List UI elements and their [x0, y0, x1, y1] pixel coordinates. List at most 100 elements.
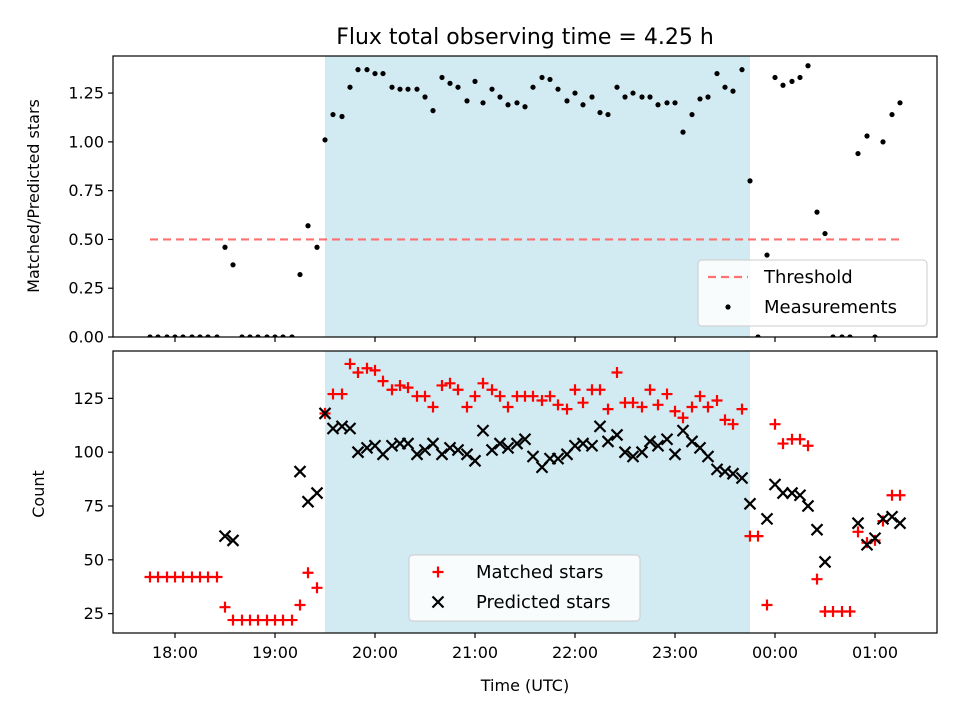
predicted-stars-point: [585, 439, 599, 452]
matched-stars-point: [894, 489, 906, 501]
predicted-stars-point: [760, 512, 774, 526]
predicted-stars-point: [510, 437, 524, 450]
measurement-point: [455, 84, 461, 90]
matched-stars-point: [536, 395, 548, 407]
legend: Matched stars Predicted stars: [408, 554, 641, 622]
matched-stars-point: [494, 390, 506, 402]
predicted-stars-point: [468, 454, 482, 468]
measurement-point: [555, 86, 561, 92]
matched-stars-point: [577, 397, 589, 409]
measurement-point: [789, 78, 795, 84]
measurement-point: [664, 100, 670, 106]
predicted-stars-point: [518, 432, 532, 446]
measurement-point: [180, 334, 186, 337]
measurement-point: [372, 70, 378, 77]
measurement-point: [772, 74, 778, 81]
measurement-point: [464, 98, 470, 104]
predicted-stars-point: [601, 435, 615, 448]
measurement-point: [847, 334, 853, 337]
matched-stars-point: [561, 403, 573, 415]
measurement-point: [580, 102, 586, 108]
matched-stars-point: [469, 390, 481, 402]
predicted-stars-point: [226, 534, 240, 547]
measurement-point: [147, 334, 153, 337]
legend-measurements-swatch: [725, 304, 731, 310]
matched-stars-point: [569, 384, 581, 396]
matched-stars-point: [352, 367, 364, 379]
matched-stars-point: [386, 384, 398, 396]
measurement-point: [214, 334, 220, 337]
legend-threshold-label: Threshold: [763, 267, 853, 288]
measurement-point: [680, 129, 686, 135]
matched-stars-point: [294, 599, 306, 611]
matched-stars-point: [527, 390, 539, 402]
y-tick-label: 1.25: [68, 84, 104, 103]
matched-stars-point: [811, 573, 823, 585]
measurement-point: [755, 334, 761, 337]
y-tick-label: 0.50: [68, 230, 104, 249]
measurement-point: [289, 334, 295, 337]
measurement-point: [572, 90, 578, 96]
measurement-point: [472, 78, 478, 84]
predicted-stars-point: [318, 407, 332, 420]
measurement-point: [405, 86, 411, 92]
x-tick-label: 01:00: [852, 643, 898, 662]
matched-stars-point: [402, 382, 414, 394]
measurement-point: [705, 94, 711, 100]
predicted-stars-point: [801, 499, 815, 513]
y-tick-label: 1.00: [68, 132, 104, 151]
matched-stars-point: [302, 567, 314, 579]
x-tick-label: 00:00: [752, 643, 798, 662]
measurement-point: [739, 67, 745, 73]
predicted-stars-point: [868, 532, 882, 545]
measurement-point: [647, 94, 653, 100]
plot-area: [144, 358, 907, 626]
predicted-stars-point: [326, 422, 340, 435]
predicted-stars-point: [776, 486, 790, 500]
y-tick-label: 25: [84, 604, 104, 623]
measurement-point: [380, 70, 386, 77]
predicted-stars-point: [651, 439, 665, 452]
measurement-point: [622, 94, 628, 100]
measurement-point: [764, 252, 770, 258]
measurement-point: [330, 111, 336, 118]
predicted-stars-point: [501, 441, 515, 455]
measurement-point: [347, 84, 353, 90]
axes-frame: [112, 350, 938, 634]
measurement-point: [189, 334, 195, 337]
measurement-point: [272, 334, 278, 337]
legend-predicted-label: Predicted stars: [476, 592, 610, 613]
matched-stars-point: [677, 412, 689, 424]
x-tick-label: 19:00: [252, 643, 298, 662]
y-tick-label: 100: [73, 443, 104, 462]
matched-stars-point: [652, 399, 664, 411]
legend-box: [697, 259, 928, 327]
measurement-point: [839, 334, 845, 337]
predicted-stars-point: [743, 497, 757, 511]
matched-stars-point: [644, 384, 656, 396]
count-panel: 25 50 75 100 125 18:00 19:00 20:00 21:00 22:00 23:…: [73, 350, 938, 662]
measurement-point: [589, 94, 595, 100]
predicted-stars-point: [726, 467, 740, 480]
measurement-point: [397, 86, 403, 92]
matched-stars-point: [686, 401, 698, 413]
predicted-stars-point: [218, 529, 232, 543]
matched-stars-point: [286, 614, 298, 626]
predicted-stars-point: [551, 452, 565, 465]
predicted-stars-point: [701, 450, 715, 463]
matched-stars-point: [627, 397, 639, 409]
measurement-point: [314, 244, 320, 250]
legend-matched-swatch: [432, 566, 444, 578]
measurement-point: [639, 94, 645, 100]
measurement-point: [355, 67, 361, 73]
y-tick-label: 0.00: [68, 328, 104, 347]
predicted-stars-point: [293, 465, 307, 478]
matched-stars-point: [461, 401, 473, 413]
measurement-point: [564, 98, 570, 104]
x-tick-label: 21:00: [452, 643, 498, 662]
measurement-point: [339, 113, 345, 120]
measurement-point: [247, 334, 253, 337]
matched-stars-point: [444, 377, 456, 389]
measurement-point: [297, 271, 303, 278]
